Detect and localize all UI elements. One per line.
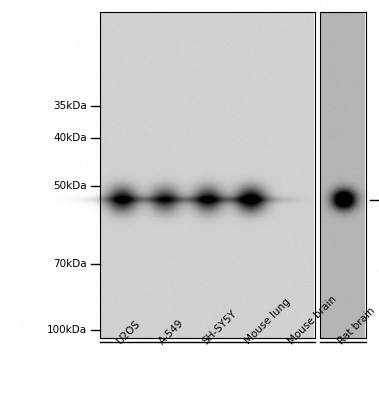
Text: Mouse lung: Mouse lung xyxy=(243,296,293,346)
Text: Rat brain: Rat brain xyxy=(336,305,377,346)
Text: 100kDa: 100kDa xyxy=(47,325,87,335)
Text: 70kDa: 70kDa xyxy=(53,259,87,269)
Text: 40kDa: 40kDa xyxy=(53,133,87,143)
Text: 35kDa: 35kDa xyxy=(53,101,87,111)
Text: A-549: A-549 xyxy=(158,317,186,346)
Text: Mouse brain: Mouse brain xyxy=(286,294,338,346)
Text: 50kDa: 50kDa xyxy=(53,181,87,191)
Text: U2OS: U2OS xyxy=(115,318,143,346)
Text: SH-SY5Y: SH-SY5Y xyxy=(200,308,238,346)
